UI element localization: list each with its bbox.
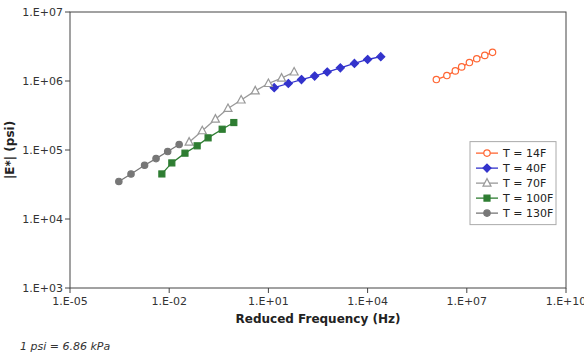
legend-marker — [484, 210, 490, 216]
chart: 1.E-05 1.E-02 1.E+01 1.E+04 1.E+07 1.E+10 1.E+… — [0, 0, 584, 358]
legend-label: T = 40F — [502, 162, 546, 175]
data-point — [182, 150, 188, 156]
x-tick — [566, 288, 567, 293]
data-point — [336, 64, 344, 72]
series — [159, 120, 237, 177]
data-point — [377, 53, 385, 61]
y-tick — [65, 219, 70, 220]
axes: 1.E-05 1.E-02 1.E+01 1.E+04 1.E+07 1.E+10 1.E+… — [22, 6, 584, 308]
data-point — [176, 141, 182, 147]
legend-label: T = 14F — [502, 147, 546, 160]
x-tick-label: 1.E+10 — [546, 295, 584, 308]
data-point — [211, 115, 219, 123]
x-axis-label: Reduced Frequency (Hz) — [236, 312, 401, 326]
data-point — [128, 171, 134, 177]
x-tick-label: 1.E-05 — [52, 295, 87, 308]
series — [270, 53, 385, 92]
data-point — [164, 148, 170, 154]
x-tick — [70, 288, 71, 293]
data-point — [433, 76, 439, 82]
data-point — [169, 160, 175, 166]
y-tick-label: 1.E+07 — [22, 6, 63, 19]
data-point — [251, 86, 259, 94]
series — [433, 49, 496, 83]
data-point — [364, 55, 372, 63]
data-point — [116, 178, 122, 184]
data-point — [231, 120, 237, 126]
x-tick-label: 1.E+01 — [248, 295, 289, 308]
y-tick — [65, 288, 70, 289]
y-tick — [65, 150, 70, 151]
data-point — [185, 138, 193, 146]
x-tick — [367, 288, 368, 293]
data-point — [205, 135, 211, 141]
series — [185, 68, 298, 146]
data-point — [153, 155, 159, 161]
data-point — [278, 74, 286, 82]
y-tick-label: 1.E+06 — [22, 75, 63, 88]
y-tick-label: 1.E+05 — [22, 144, 63, 157]
data-point — [323, 68, 331, 76]
legend-marker — [483, 164, 491, 172]
x-tick-label: 1.E+07 — [446, 295, 487, 308]
series-line — [119, 145, 179, 182]
data-point — [311, 72, 319, 80]
legend-box — [470, 142, 556, 225]
data-point — [219, 126, 225, 132]
data-point — [141, 162, 147, 168]
series-line — [436, 52, 492, 79]
y-axis-label: |E*| (psi) — [3, 121, 17, 179]
data-point — [350, 59, 358, 67]
data-point — [458, 64, 464, 70]
legend-label: T = 70F — [502, 177, 546, 190]
plot-frame — [70, 12, 566, 288]
legend: T = 14F T = 40F T = 70F T = 100F T = 130F — [470, 142, 556, 225]
data-point — [489, 49, 495, 55]
data-point — [474, 56, 480, 62]
legend-marker — [484, 150, 490, 156]
data-point — [224, 104, 232, 112]
data-point — [444, 72, 450, 78]
x-tick — [169, 288, 170, 293]
data-point — [297, 76, 305, 84]
x-tick-label: 1.E+04 — [347, 295, 388, 308]
background — [0, 0, 584, 358]
legend-label: T = 130F — [502, 207, 553, 220]
data-point — [452, 68, 458, 74]
y-tick — [65, 81, 70, 82]
data-point — [482, 52, 488, 58]
data-point — [264, 79, 272, 87]
series — [116, 141, 183, 184]
data-point — [466, 59, 472, 65]
data-point — [159, 171, 165, 177]
y-tick-label: 1.E+03 — [22, 282, 63, 295]
series-line — [189, 72, 294, 142]
x-tick — [466, 288, 467, 293]
legend-marker — [484, 195, 490, 201]
footnote: 1 psi = 6.86 kPa — [20, 340, 110, 353]
y-tick — [65, 12, 70, 13]
legend-marker — [483, 179, 491, 187]
legend-label: T = 100F — [502, 192, 553, 205]
data-point — [237, 96, 245, 104]
y-tick-label: 1.E+04 — [22, 213, 63, 226]
data-point — [194, 143, 200, 149]
plot-area — [116, 49, 496, 184]
data-point — [198, 126, 206, 134]
x-tick-label: 1.E-02 — [151, 295, 186, 308]
x-tick — [268, 288, 269, 293]
data-point — [290, 68, 298, 76]
